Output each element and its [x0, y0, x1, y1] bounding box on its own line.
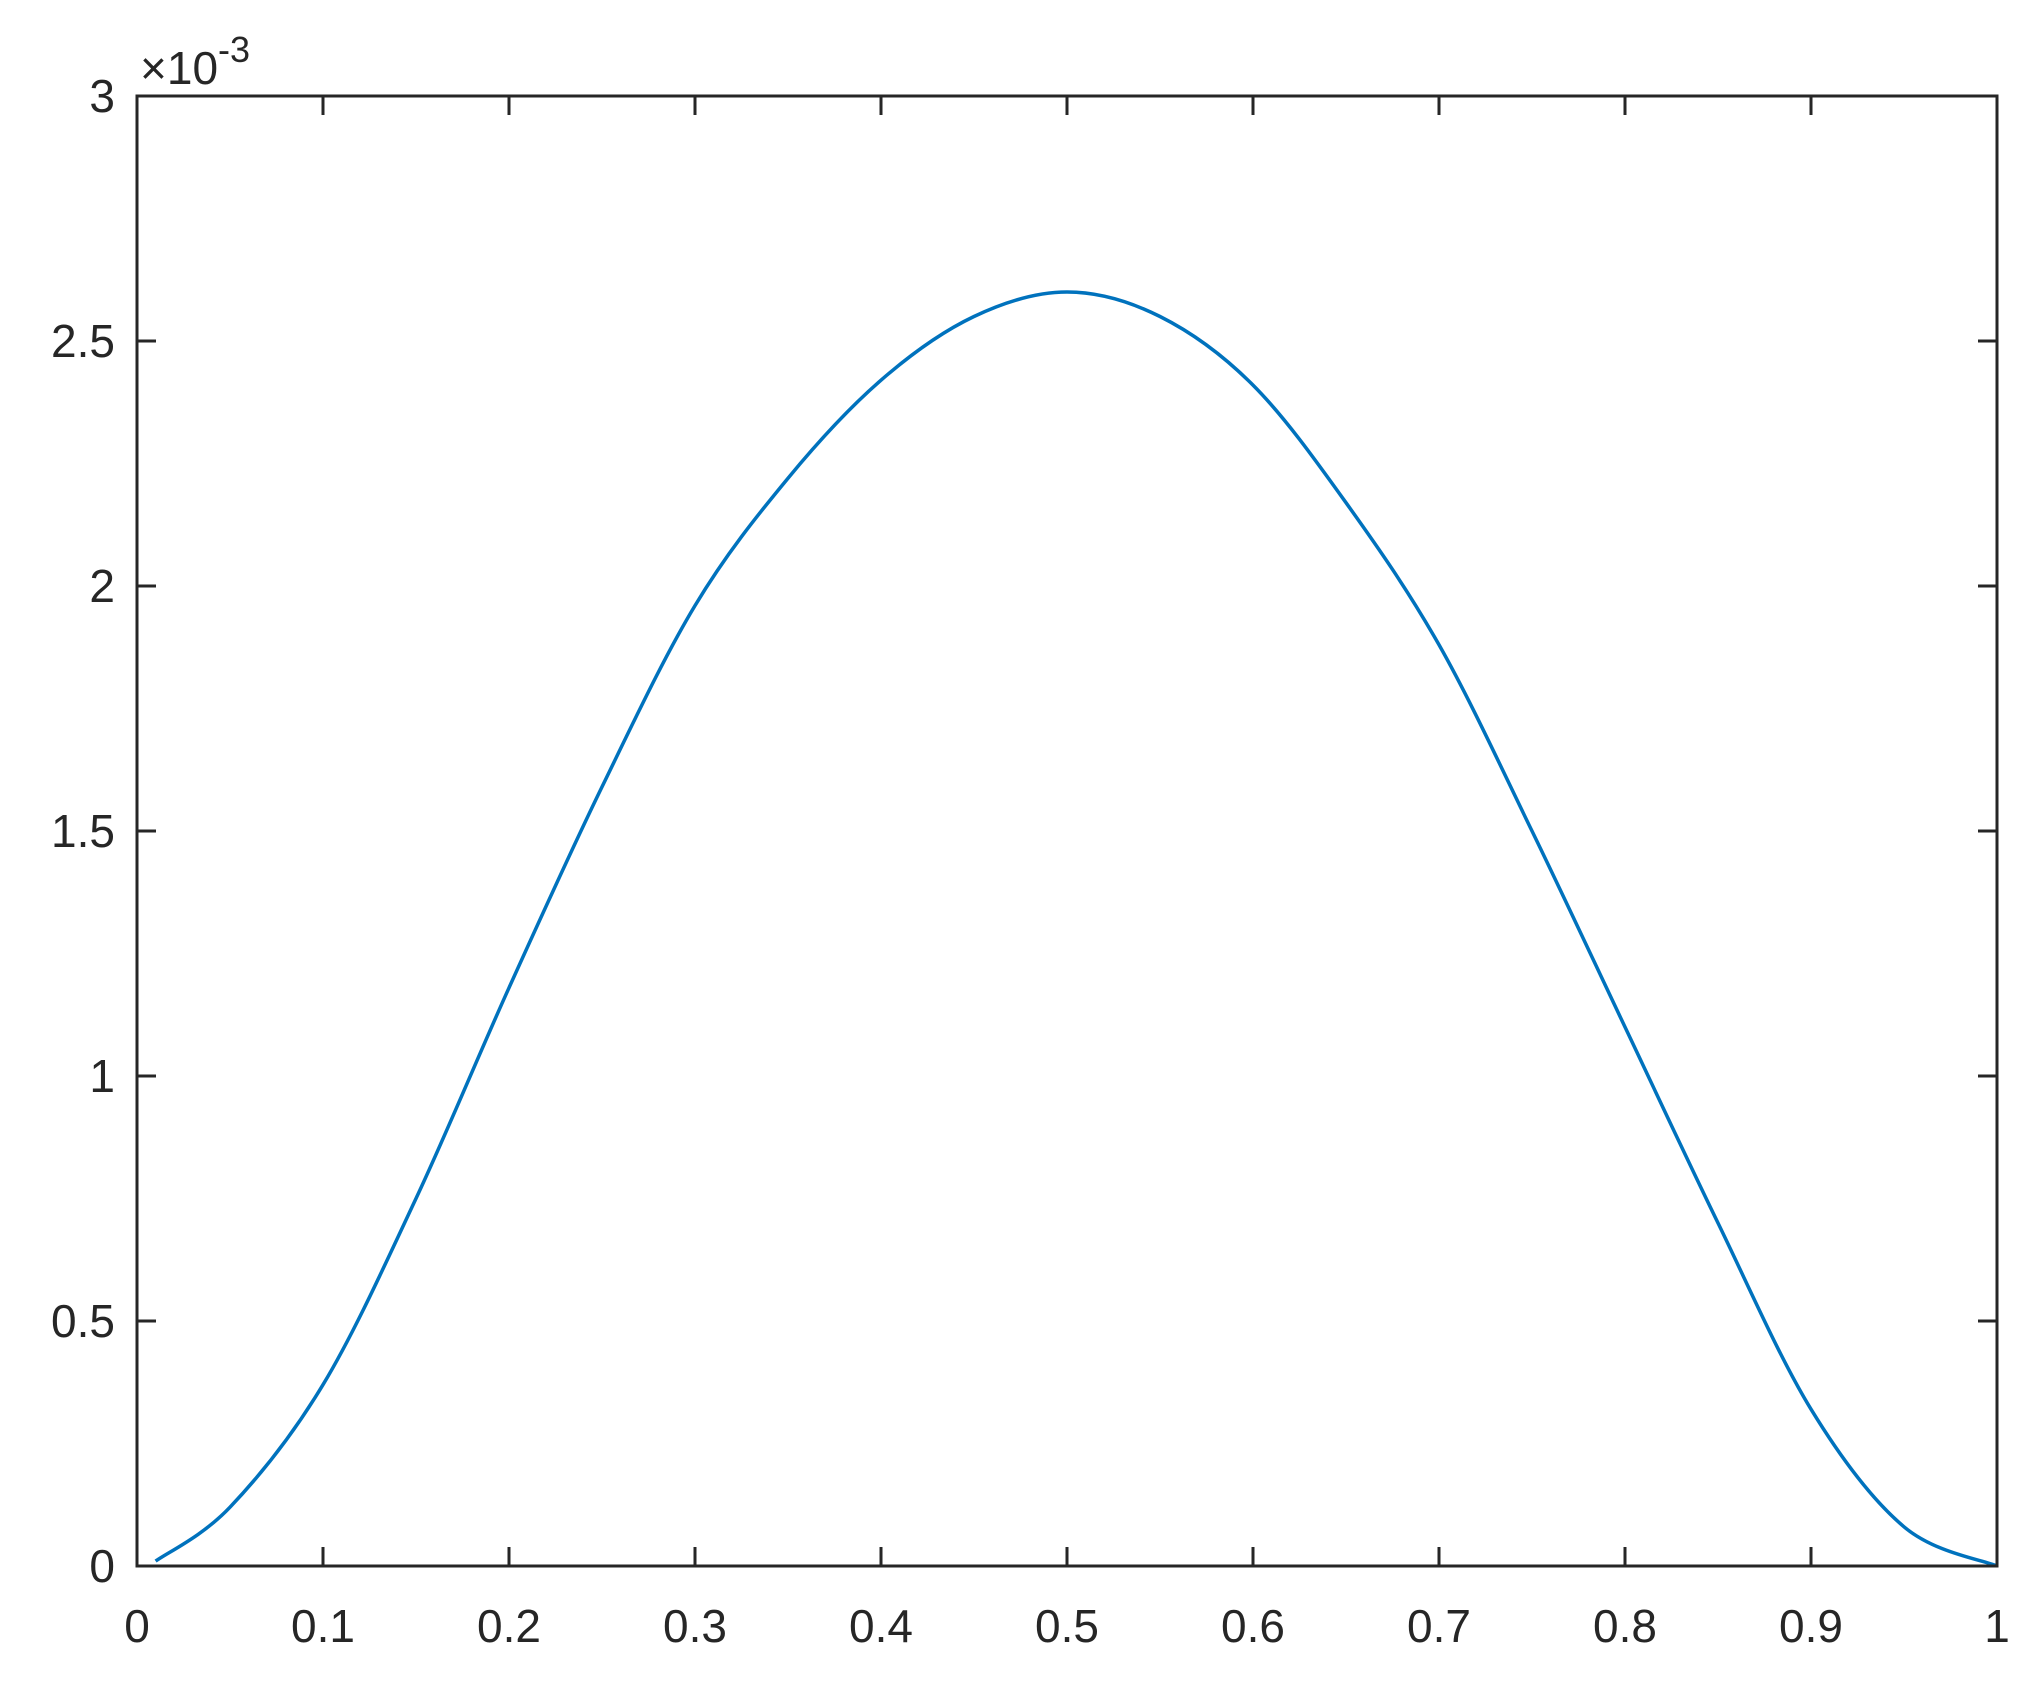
x-tick-label: 0.9 — [1779, 1600, 1843, 1652]
y-tick-label: 1.5 — [51, 805, 115, 857]
y-tick-label: 1 — [89, 1050, 115, 1102]
x-tick-label: 0.3 — [663, 1600, 727, 1652]
x-tick-label: 0.1 — [291, 1600, 355, 1652]
x-tick-label: 0.4 — [849, 1600, 913, 1652]
x-tick-label: 1 — [1984, 1600, 2010, 1652]
y-tick-label: 0 — [89, 1540, 115, 1592]
x-tick-label: 0.5 — [1035, 1600, 1099, 1652]
y-tick-label: 2.5 — [51, 315, 115, 367]
x-tick-label: 0.8 — [1593, 1600, 1657, 1652]
y-tick-label: 0.5 — [51, 1295, 115, 1347]
axes-box — [135, 94, 1999, 1568]
y-exponent-label: ×10-3 — [140, 29, 250, 94]
series-line — [154, 290, 1998, 1568]
x-tick-label: 0.7 — [1407, 1600, 1471, 1652]
y-tick-label: 3 — [89, 70, 115, 122]
x-tick-label: 0.6 — [1221, 1600, 1285, 1652]
y-tick-label: 2 — [89, 560, 115, 612]
x-tick-label: 0 — [124, 1600, 150, 1652]
x-tick-label: 0.2 — [477, 1600, 541, 1652]
